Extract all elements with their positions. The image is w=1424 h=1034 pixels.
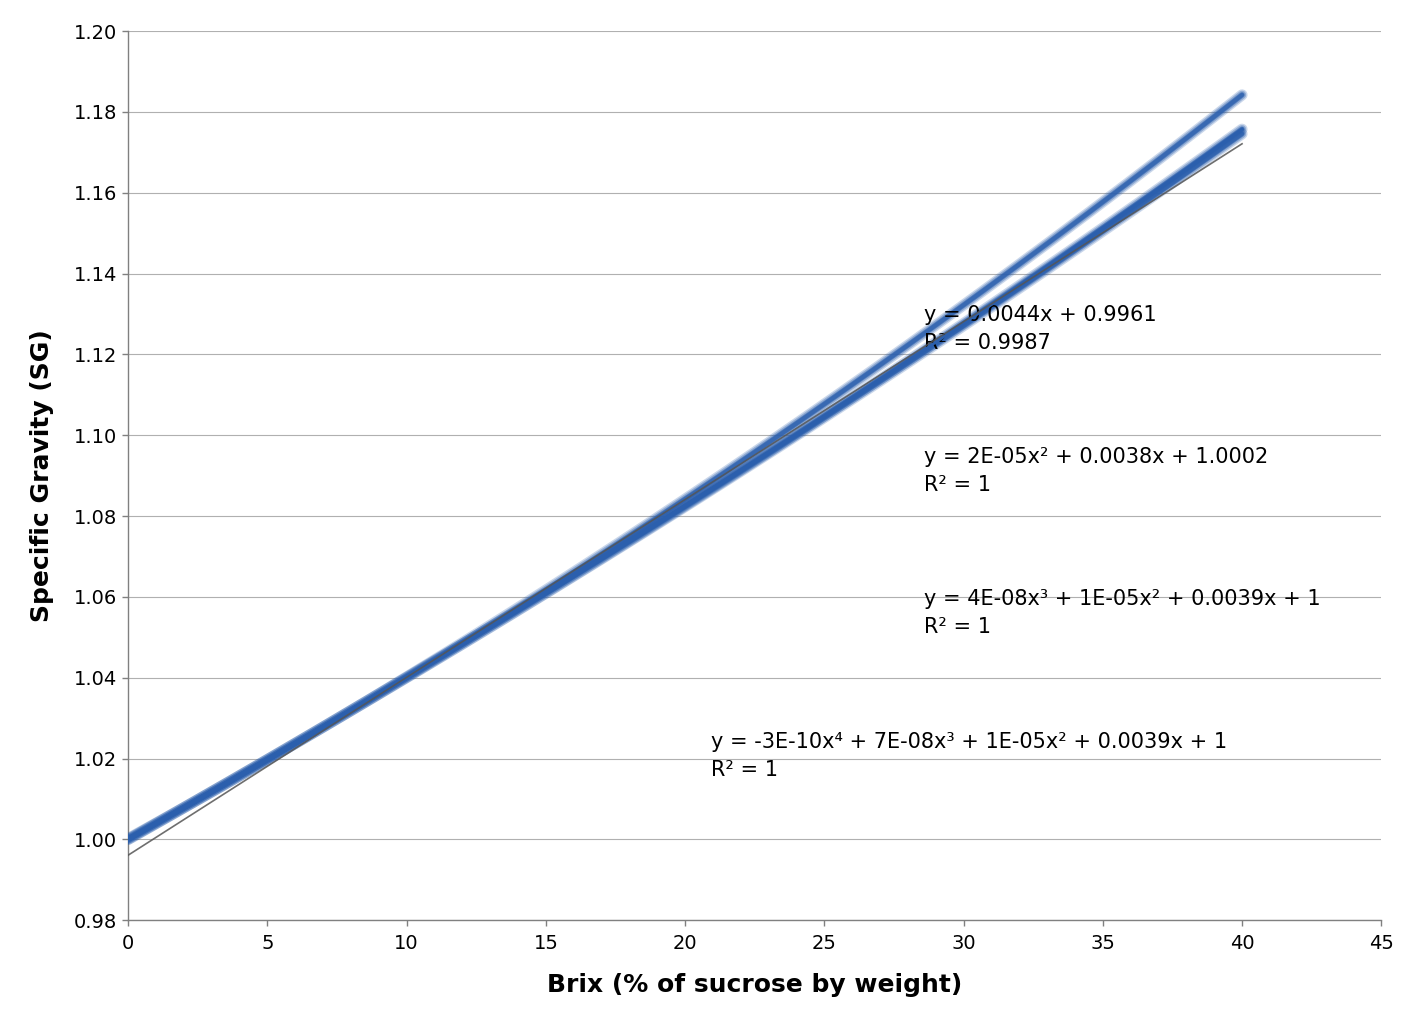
Text: y = 4E-08x³ + 1E-05x² + 0.0039x + 1
R² = 1: y = 4E-08x³ + 1E-05x² + 0.0039x + 1 R² =… (924, 589, 1320, 638)
Text: y = 0.0044x + 0.9961
R² = 0.9987: y = 0.0044x + 0.9961 R² = 0.9987 (924, 305, 1156, 353)
Text: y = -3E-10x⁴ + 7E-08x³ + 1E-05x² + 0.0039x + 1
R² = 1: y = -3E-10x⁴ + 7E-08x³ + 1E-05x² + 0.003… (711, 732, 1227, 780)
Y-axis label: Specific Gravity (SG): Specific Gravity (SG) (30, 329, 54, 622)
Text: y = 2E-05x² + 0.0038x + 1.0002
R² = 1: y = 2E-05x² + 0.0038x + 1.0002 R² = 1 (924, 447, 1269, 495)
X-axis label: Brix (% of sucrose by weight): Brix (% of sucrose by weight) (547, 973, 963, 997)
